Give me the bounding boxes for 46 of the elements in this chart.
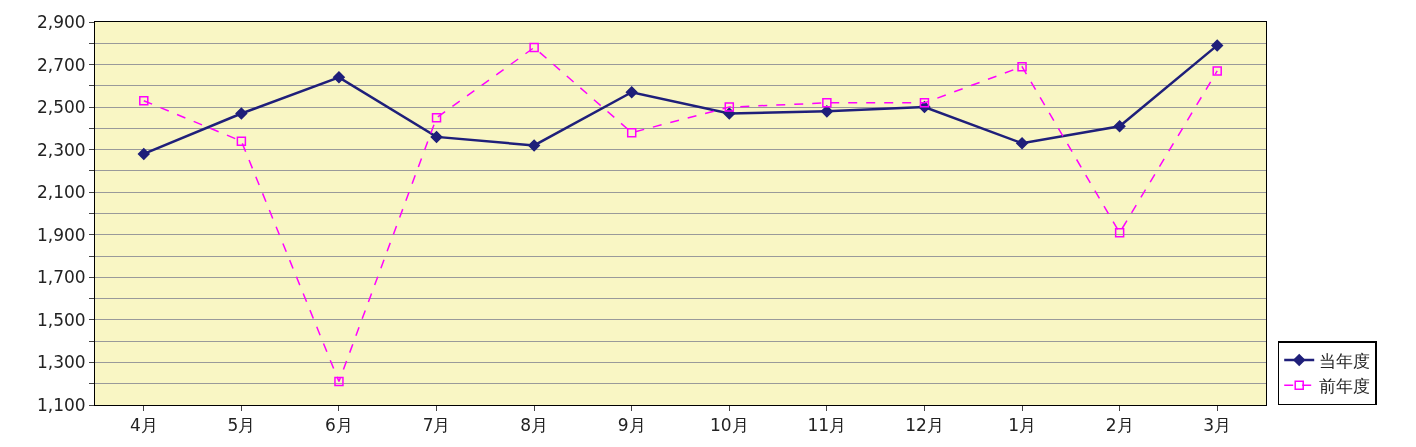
y-tick-label: 1,100 [36, 394, 86, 415]
point [139, 95, 149, 106]
point [529, 42, 539, 53]
y-tick-label: 1,300 [36, 352, 86, 373]
point [137, 147, 150, 160]
y-tick-label: 2,100 [36, 182, 86, 203]
y-tick-label: 1,900 [36, 224, 86, 245]
point [333, 71, 345, 84]
y-tick-label: 2,700 [36, 54, 86, 75]
x-tick-label: 1月 [1008, 415, 1036, 436]
point [626, 127, 637, 138]
point [430, 130, 443, 143]
point [919, 98, 930, 108]
point [822, 98, 832, 108]
point [334, 376, 344, 387]
point [1212, 66, 1222, 76]
y-tick-label: 2,900 [36, 11, 86, 32]
x-tick-label: 7月 [422, 415, 451, 436]
point [1016, 137, 1028, 150]
point [1113, 120, 1126, 133]
x-tick-label: 2月 [1105, 415, 1134, 436]
point [236, 136, 247, 146]
legend-label: 前年度 [1319, 375, 1371, 396]
x-tick-label: 6月 [325, 415, 353, 436]
point [431, 113, 442, 123]
legend-label: 当年度 [1319, 350, 1371, 371]
x-tick-label: 12月 [905, 415, 944, 436]
x-tick-label: 8月 [520, 415, 549, 436]
point [1114, 227, 1125, 238]
point [724, 102, 735, 112]
y-tick-label: 1,700 [36, 267, 86, 288]
point [1211, 39, 1224, 52]
x-tick-label: 4月 [129, 415, 158, 436]
point [820, 105, 833, 118]
point [528, 139, 541, 152]
x-tick-label: 10月 [709, 415, 749, 436]
x-tick-label: 11月 [807, 415, 847, 436]
y-tick-label: 1,500 [36, 309, 86, 330]
x-tick-label: 5月 [227, 415, 256, 436]
point [625, 86, 638, 99]
y-tick-label: 2,300 [36, 139, 86, 160]
point [235, 107, 248, 120]
x-tick-label: 3月 [1203, 415, 1232, 436]
x-tick-label: 9月 [617, 415, 646, 436]
point [1017, 61, 1027, 72]
y-tick-label: 2,500 [36, 97, 86, 118]
